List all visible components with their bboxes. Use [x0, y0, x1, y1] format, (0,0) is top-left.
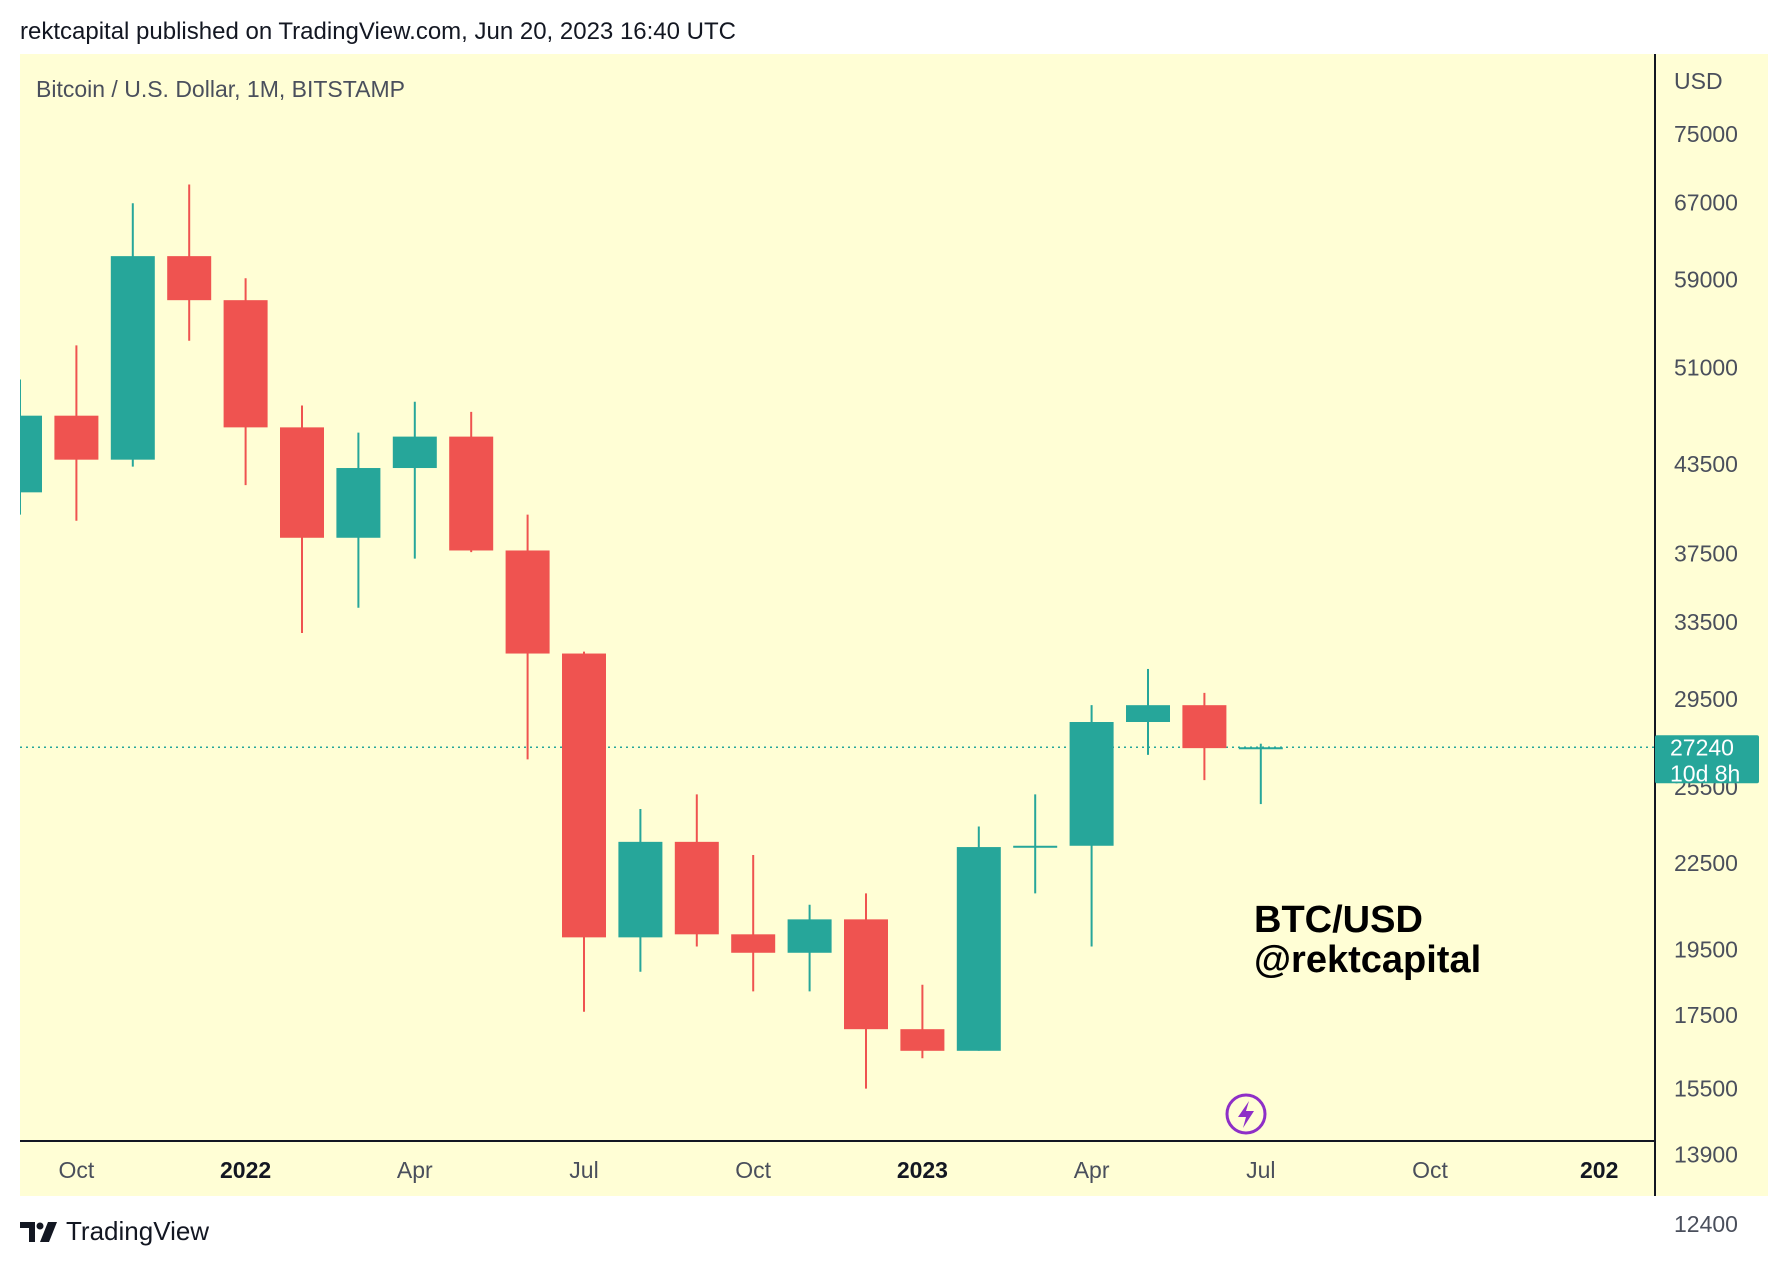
- candle-2021-09: [54, 345, 99, 521]
- annotation-line1: BTC/USD: [1254, 899, 1423, 941]
- time-tick-label: Jul: [1246, 1157, 1275, 1183]
- candle-body: [1126, 705, 1170, 723]
- candle-2023-02: [1013, 794, 1058, 894]
- last-price-badge: 27240 10d 8h: [1655, 734, 1759, 786]
- price-tick-label: 22500: [1674, 850, 1738, 876]
- candle-body: [562, 653, 606, 938]
- candle-2023-05: [1182, 692, 1227, 781]
- candle-2023-04: [1126, 668, 1170, 755]
- time-tick-label: Apr: [1074, 1157, 1110, 1183]
- candle-body: [1182, 705, 1227, 749]
- candle-body: [54, 415, 99, 460]
- price-tick-label: 75000: [1674, 121, 1738, 147]
- candle-2021-12: [223, 278, 268, 486]
- candle-body: [167, 256, 212, 301]
- time-tick-label: Apr: [397, 1157, 433, 1183]
- candle-2022-04: [449, 411, 494, 553]
- candle-2022-08: [674, 794, 719, 947]
- candle-2023-06: [1238, 743, 1283, 805]
- price-tick-label: 33500: [1674, 609, 1738, 635]
- lightning-icon[interactable]: [1225, 1093, 1267, 1135]
- price-tick-label: 29500: [1674, 686, 1738, 712]
- price-tick-label: 13900: [1674, 1142, 1738, 1168]
- annotation-line2: @rektcapital: [1254, 939, 1481, 981]
- candles: [20, 184, 1283, 1089]
- candle-2022-07: [618, 808, 663, 972]
- candle-2022-01: [280, 405, 324, 633]
- candle-body: [223, 300, 268, 428]
- last-price-value: 27240: [1670, 734, 1734, 760]
- candle-2022-12: [900, 984, 945, 1059]
- candle-2022-06: [562, 651, 606, 1012]
- candle-body: [1013, 845, 1058, 848]
- candle-2021-11: [167, 184, 212, 341]
- price-tick-label: 15500: [1674, 1076, 1738, 1102]
- tradingview-logo-icon: [20, 1221, 57, 1242]
- symbol-label: Bitcoin / U.S. Dollar, 1M, BITSTAMP: [36, 76, 405, 102]
- price-tick-label: 59000: [1674, 266, 1738, 292]
- price-tick-label: 17500: [1674, 1002, 1738, 1028]
- tradingview-wordmark: TradingView: [66, 1216, 210, 1246]
- price-tick-label: 19500: [1674, 937, 1738, 963]
- price-axis-ticks: 75000 67000 59000 51000 43500 37500 33500 29500…: [1674, 121, 1738, 1237]
- price-tick-label: 12400: [1674, 1211, 1738, 1237]
- candle-countdown: 10d 8h: [1670, 760, 1740, 786]
- candle-body: [618, 841, 663, 938]
- time-tick-label: 2022: [220, 1157, 271, 1183]
- time-tick-label: Oct: [1412, 1157, 1448, 1183]
- candle-body: [280, 427, 324, 538]
- time-tick-label: 202: [1580, 1157, 1618, 1183]
- candle-body: [900, 1029, 945, 1051]
- candle-2022-10: [787, 904, 832, 992]
- chart-annotation: BTC/USD @rektcapital: [1254, 899, 1481, 981]
- candle-body: [674, 841, 719, 935]
- time-tick-label: Jul: [569, 1157, 598, 1183]
- currency-label: USD: [1674, 68, 1723, 94]
- candle-body: [956, 847, 1001, 1051]
- candle-body: [1069, 722, 1114, 846]
- candle-body: [731, 934, 776, 953]
- publication-header: rektcapital published on TradingView.com…: [20, 18, 736, 45]
- tradingview-logo[interactable]: TradingView: [20, 1216, 209, 1247]
- price-tick-label: 51000: [1674, 355, 1738, 381]
- time-axis-ticks: Oct 2022 Apr Jul Oct 2023 Apr Jul Oct 202: [59, 1157, 1619, 1183]
- price-tick-label: 37500: [1674, 541, 1738, 567]
- price-tick-label: 43500: [1674, 451, 1738, 477]
- candle-2021-10: [110, 203, 155, 467]
- candle-body: [336, 468, 381, 538]
- candle-body: [844, 919, 888, 1030]
- candle-2022-05: [505, 514, 550, 760]
- candle-body: [787, 919, 832, 953]
- time-tick-label: 2023: [897, 1157, 948, 1183]
- candle-2022-03: [392, 401, 437, 559]
- candle-2023-01: [956, 826, 1001, 1051]
- time-tick-label: Oct: [735, 1157, 771, 1183]
- candle-body: [449, 436, 494, 551]
- candle-2022-11: [844, 893, 888, 1089]
- candle-body: [1238, 747, 1283, 750]
- candle-body: [20, 415, 42, 493]
- candle-body: [505, 550, 550, 654]
- candle-2022-02: [336, 432, 381, 608]
- time-tick-label: Oct: [59, 1157, 95, 1183]
- candle-body: [392, 436, 437, 469]
- price-tick-label: 67000: [1674, 189, 1738, 215]
- candle-body: [110, 256, 155, 460]
- candle-2021-08: [20, 379, 42, 515]
- candle-2022-09: [731, 854, 776, 992]
- chart-background: [20, 54, 1768, 1196]
- candle-2023-03: [1069, 705, 1114, 947]
